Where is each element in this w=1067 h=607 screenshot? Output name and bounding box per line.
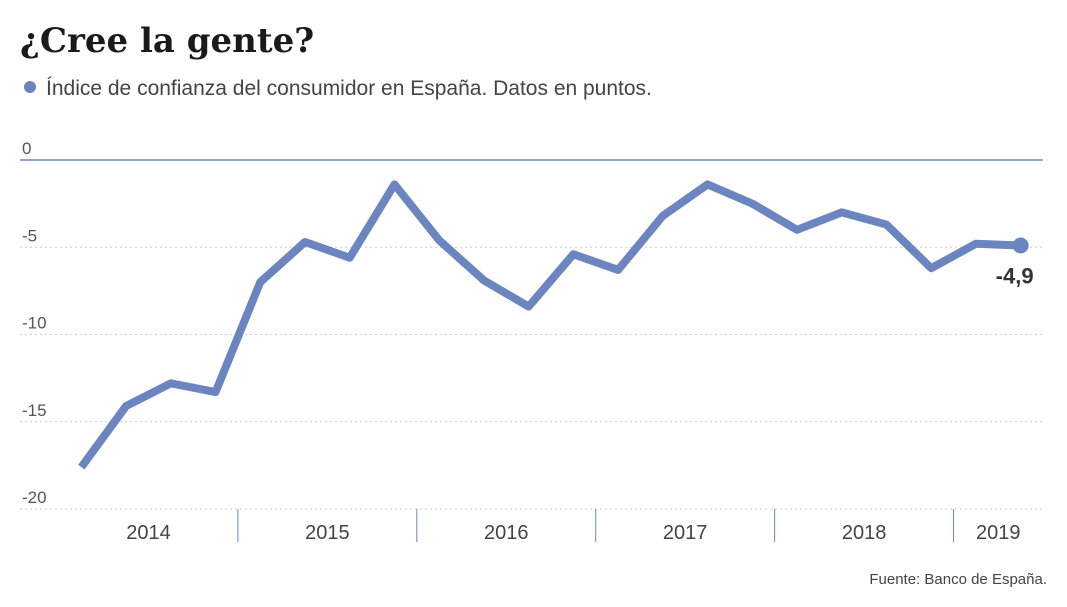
- x-tick-label: 2014: [126, 522, 171, 544]
- legend-dot: [24, 81, 36, 93]
- x-tick-label: 2016: [484, 522, 529, 544]
- source: Fuente: Banco de España.: [869, 571, 1047, 588]
- chart-title: ¿Cree la gente?: [20, 21, 314, 61]
- x-tick-label: 2019: [976, 522, 1021, 544]
- y-tick-label: -15: [22, 401, 47, 420]
- y-tick-label: -20: [22, 488, 47, 507]
- end-marker: [1012, 237, 1029, 254]
- x-tick-label: 2017: [663, 522, 708, 544]
- y-tick-label: -5: [22, 226, 37, 245]
- y-tick-label: -10: [22, 314, 47, 333]
- y-tick-label: 0: [22, 139, 31, 158]
- line: [78, 180, 1021, 470]
- subtitle: Índice de confianza del consumidor en Es…: [46, 77, 652, 100]
- x-tick-label: 2018: [842, 522, 887, 544]
- value-label: -4,9: [996, 264, 1034, 289]
- x-tick-label: 2015: [305, 522, 350, 544]
